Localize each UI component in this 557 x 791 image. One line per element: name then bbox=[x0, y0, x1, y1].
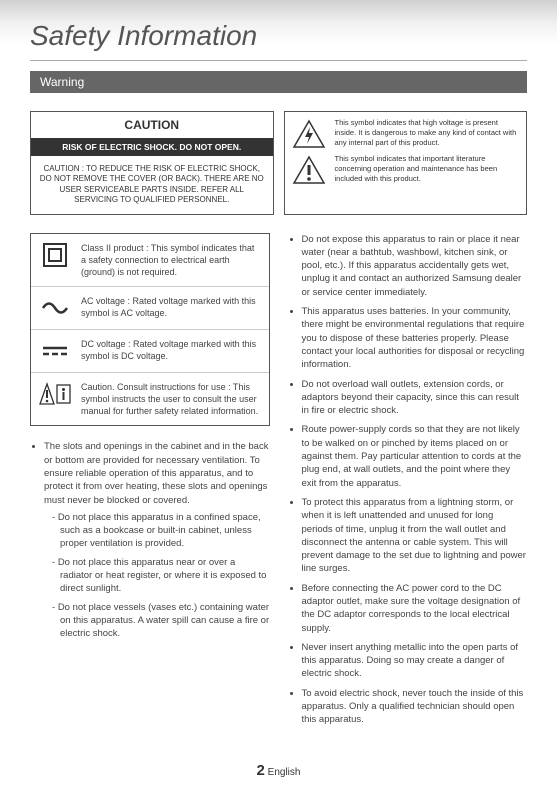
symbol-def-row: Caution. Consult instructions for use : … bbox=[31, 373, 269, 425]
list-item: To protect this apparatus from a lightni… bbox=[302, 496, 528, 576]
caution-panel: CAUTION RISK OF ELECTRIC SHOCK. DO NOT O… bbox=[30, 111, 274, 215]
exclamation-triangle-icon bbox=[291, 154, 327, 186]
symbol-def-row: Class II product : This symbol indicates… bbox=[31, 234, 269, 287]
class2-icon bbox=[39, 242, 71, 268]
symbol-meanings-panel: This symbol indicates that high voltage … bbox=[284, 111, 528, 215]
right-column: Do not expose this apparatus to rain or … bbox=[288, 233, 528, 733]
list-item: This apparatus uses batteries. In your c… bbox=[302, 305, 528, 371]
list-item: Do not place this apparatus in a confine… bbox=[52, 511, 270, 551]
symbol-def-text: AC voltage : Rated voltage marked with t… bbox=[81, 295, 261, 319]
symbol-definitions-panel: Class II product : This symbol indicates… bbox=[30, 233, 270, 427]
divider bbox=[30, 60, 527, 61]
symbol-def-row: DC voltage : Rated voltage marked with t… bbox=[31, 330, 269, 373]
list-item: Do not expose this apparatus to rain or … bbox=[302, 233, 528, 299]
content-columns: Class II product : This symbol indicates… bbox=[30, 233, 527, 733]
list-item: To avoid electric shock, never touch the… bbox=[302, 687, 528, 727]
ac-voltage-icon bbox=[39, 295, 71, 321]
caution-manual-icon bbox=[39, 381, 71, 407]
list-item: Do not place this apparatus near or over… bbox=[52, 556, 270, 596]
list-item: Before connecting the AC power cord to t… bbox=[302, 582, 528, 635]
list-item: Do not place vessels (vases etc.) contai… bbox=[52, 601, 270, 641]
bullet-text: The slots and openings in the cabinet an… bbox=[44, 441, 268, 505]
list-item: Do not overload wall outlets, extension … bbox=[302, 378, 528, 418]
symbol-text: This symbol indicates that important lit… bbox=[335, 154, 521, 183]
page-language: English bbox=[268, 767, 301, 778]
symbol-def-row: AC voltage : Rated voltage marked with t… bbox=[31, 287, 269, 330]
symbol-row: This symbol indicates that high voltage … bbox=[291, 118, 521, 150]
top-panel-row: CAUTION RISK OF ELECTRIC SHOCK. DO NOT O… bbox=[30, 111, 527, 215]
symbol-def-text: DC voltage : Rated voltage marked with t… bbox=[81, 338, 261, 362]
caution-body-text: CAUTION : TO REDUCE THE RISK OF ELECTRIC… bbox=[31, 156, 273, 214]
sub-dash-list: Do not place this apparatus in a confine… bbox=[44, 511, 270, 641]
dc-voltage-icon bbox=[39, 338, 71, 364]
list-item: Route power-supply cords so that they ar… bbox=[302, 423, 528, 489]
document-title: Safety Information bbox=[30, 20, 527, 52]
symbol-def-text: Caution. Consult instructions for use : … bbox=[81, 381, 261, 417]
section-heading: Warning bbox=[30, 71, 527, 93]
left-column: Class II product : This symbol indicates… bbox=[30, 233, 270, 733]
symbol-text: This symbol indicates that high voltage … bbox=[335, 118, 521, 147]
caution-heading: CAUTION bbox=[31, 112, 273, 138]
left-bullet-list: The slots and openings in the cabinet an… bbox=[30, 440, 270, 640]
page-footer: 2 English bbox=[0, 762, 557, 779]
page-container: Safety Information Warning CAUTION RISK … bbox=[0, 0, 557, 791]
right-bullet-list: Do not expose this apparatus to rain or … bbox=[288, 233, 528, 727]
page-number: 2 bbox=[257, 762, 265, 779]
caution-risk-bar: RISK OF ELECTRIC SHOCK. DO NOT OPEN. bbox=[31, 138, 273, 156]
list-item: The slots and openings in the cabinet an… bbox=[44, 440, 270, 640]
symbol-row: This symbol indicates that important lit… bbox=[291, 154, 521, 186]
lightning-triangle-icon bbox=[291, 118, 327, 150]
list-item: Never insert anything metallic into the … bbox=[302, 641, 528, 681]
symbol-def-text: Class II product : This symbol indicates… bbox=[81, 242, 261, 278]
